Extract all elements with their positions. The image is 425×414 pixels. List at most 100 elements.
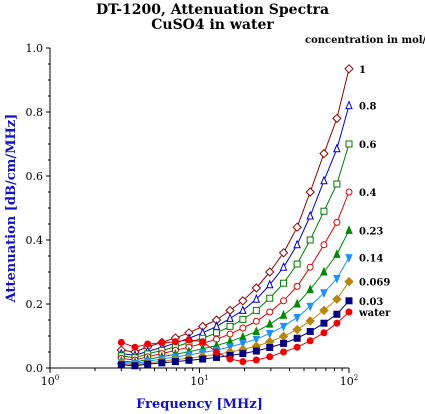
y-tick-label: 0.8: [26, 106, 44, 119]
data-point: [320, 289, 328, 299]
data-point: [251, 283, 262, 293]
series-label: 0.6: [359, 140, 376, 151]
data-point: [185, 336, 193, 344]
data-point: [319, 148, 329, 159]
data-point: [265, 267, 275, 277]
data-point: [332, 294, 342, 304]
data-point: [226, 322, 234, 330]
data-point: [252, 326, 261, 336]
data-point: [199, 338, 207, 346]
data-point: [320, 175, 328, 185]
data-point: [144, 360, 152, 368]
data-point: [333, 319, 341, 327]
data-point: [279, 261, 288, 271]
x-tick-label: 101: [190, 374, 208, 388]
data-point: [345, 188, 353, 196]
data-point: [144, 340, 152, 348]
series-line: [121, 257, 350, 365]
data-point: [345, 308, 353, 316]
data-point: [320, 266, 328, 276]
x-axis-title: Frequency [MHz]: [136, 397, 263, 412]
series-line: [121, 191, 350, 361]
data-point: [265, 329, 274, 339]
series-label: 0.8: [359, 102, 376, 113]
data-point: [280, 279, 288, 287]
data-point: [345, 225, 353, 234]
data-point: [226, 355, 234, 363]
data-point: [333, 310, 341, 318]
data-point: [293, 313, 301, 323]
data-point: [252, 293, 261, 303]
data-point: [239, 350, 247, 358]
data-point: [305, 187, 315, 197]
data-point: [293, 334, 301, 342]
series-label: 0.069: [359, 278, 390, 289]
data-point: [333, 274, 341, 284]
data-point: [239, 324, 247, 332]
data-point: [117, 361, 125, 369]
data-point: [238, 296, 248, 306]
data-point: [239, 315, 247, 323]
data-point: [293, 282, 301, 290]
data-point: [239, 358, 247, 366]
data-point: [265, 279, 274, 289]
y-tick-label: 0.2: [26, 298, 44, 311]
data-point: [292, 222, 302, 232]
data-point: [333, 249, 341, 258]
data-point: [239, 339, 247, 349]
data-point: [266, 294, 274, 302]
chart-subtitle: CuSO4 in water: [151, 17, 274, 33]
data-point: [320, 329, 328, 337]
series-line: [121, 311, 350, 363]
chart-title: DT-1200, Attenuation Spectra: [95, 2, 330, 18]
data-point: [171, 338, 179, 346]
data-point: [345, 254, 353, 263]
data-point: [345, 100, 353, 110]
y-tick-label: 0.4: [26, 234, 44, 247]
data-point: [158, 339, 166, 347]
series-line: [121, 68, 350, 353]
data-point: [131, 343, 139, 351]
data-point: [306, 210, 314, 220]
data-point: [280, 348, 288, 356]
data-point: [266, 308, 274, 316]
data-point: [293, 343, 301, 351]
series-line: [121, 230, 350, 363]
data-point: [344, 64, 354, 74]
data-point: [279, 309, 288, 319]
data-point: [333, 143, 341, 153]
data-point: [199, 355, 207, 363]
data-point: [280, 297, 288, 305]
data-point: [333, 180, 341, 188]
series-label: water: [358, 308, 391, 319]
data-point: [131, 362, 139, 370]
data-point: [293, 239, 301, 249]
data-point: [266, 344, 274, 352]
data-point: [345, 140, 353, 148]
data-point: [213, 348, 221, 356]
data-point: [306, 236, 314, 244]
data-point: [306, 302, 314, 312]
data-point: [320, 319, 328, 327]
data-point: [333, 218, 341, 226]
x-tick-label: 100: [41, 374, 59, 388]
data-point: [306, 284, 314, 294]
data-point: [320, 241, 328, 249]
data-point: [252, 335, 261, 345]
data-point: [171, 358, 179, 366]
series-label: 0.23: [359, 226, 383, 237]
data-point: [293, 298, 301, 308]
data-point: [306, 328, 314, 336]
series-label: 1: [359, 65, 366, 76]
x-tick-label: 102: [340, 374, 358, 388]
data-point: [332, 113, 342, 124]
data-point: [266, 353, 274, 361]
series-label: 0.4: [359, 188, 376, 199]
data-point: [293, 260, 301, 268]
data-point: [265, 318, 274, 328]
data-point: [213, 329, 221, 337]
legend-title: concentration in mol/l: [305, 35, 425, 46]
y-axis-title: Attenuation [dB/cm/MHz]: [4, 114, 19, 304]
data-point: [278, 248, 289, 258]
